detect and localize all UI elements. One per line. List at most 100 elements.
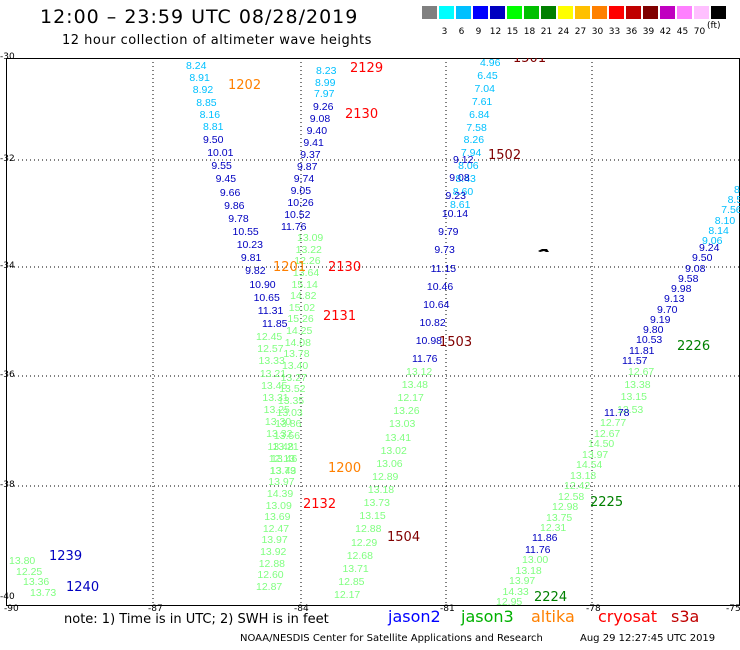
wave-height-label: 13.02	[380, 444, 407, 457]
page-title: 12:00 – 23:59 UTC 08/28/2019	[40, 6, 359, 28]
wave-height-label: 4.96	[480, 58, 501, 69]
wave-height-label: 10.82	[419, 316, 446, 329]
pass-id-label: 2129	[350, 61, 384, 76]
color-scale-label: 36	[625, 27, 638, 37]
wave-height-label: 13.32	[266, 428, 293, 441]
legend-item-jason3: jason3	[461, 607, 514, 626]
wave-height-label: 13.18	[367, 484, 395, 497]
wave-height-label: 14.25	[286, 325, 313, 338]
wave-height-label: 12.88	[355, 523, 382, 536]
wave-height-label: 13.22	[295, 243, 322, 256]
wave-height-label: 13.41	[384, 431, 412, 444]
wave-height-label: 12.17	[334, 589, 361, 601]
wave-height-label: 9.24	[699, 242, 720, 254]
pass-id-label: 2130	[328, 260, 362, 275]
wave-height-label: 13.26	[393, 405, 420, 418]
pass-id-label: 2131	[323, 309, 357, 324]
wave-height-label: 8.81	[203, 121, 224, 133]
wave-height-label: 13.30	[264, 416, 292, 429]
wave-height-label: 11.86	[532, 532, 558, 544]
wave-height-label: 13.97	[268, 476, 295, 489]
wave-height-label: 12.85	[338, 575, 365, 588]
color-scale-label: 21	[540, 27, 553, 37]
wave-height-label: 13.21	[272, 441, 299, 454]
wave-height-label: 10.14	[441, 208, 469, 221]
wave-height-label: 8.26	[463, 134, 485, 147]
wave-height-label: 13.56	[273, 429, 301, 442]
wave-height-label: 12.77	[600, 417, 627, 429]
color-swatch	[609, 6, 624, 19]
wave-height-label: 8.92	[192, 84, 214, 97]
color-swatch	[592, 6, 607, 19]
wave-height-label: 9.78	[228, 212, 249, 225]
wave-height-label: 12.89	[372, 470, 399, 483]
wave-height-label: 8.10	[714, 214, 736, 227]
wave-height-label: 12.88	[258, 557, 285, 570]
wave-height-label: 8.91	[189, 72, 210, 85]
wave-height-label: 13.46	[271, 453, 298, 466]
lat-tick-label: -32	[0, 154, 15, 164]
wave-height-label: 9.87	[297, 161, 318, 173]
wave-height-label: 8.58	[727, 194, 740, 207]
wave-height-label: 11.76	[412, 353, 438, 365]
wave-height-label: 9.23	[445, 190, 466, 203]
wave-height-label: 13.97	[509, 575, 536, 587]
pass-id-label: 2225	[590, 495, 624, 510]
wave-height-label: 12.29	[350, 536, 378, 549]
lat-tick-label: -36	[0, 370, 15, 380]
pass-id-label: 1240	[66, 580, 100, 595]
wave-height-label: 9.81	[240, 252, 262, 265]
wave-height-label: 7.04	[474, 82, 495, 95]
wave-height-label: 13.27	[280, 371, 307, 384]
wave-height-label: 13.43	[270, 465, 297, 477]
color-swatch	[575, 6, 590, 19]
wave-height-label: 9.06	[702, 235, 723, 247]
color-scale-unit: (ft)	[707, 21, 721, 31]
wave-height-label: 13.45	[261, 379, 288, 392]
wave-height-label: 9.08	[309, 113, 331, 125]
wave-height-label: 11.76	[281, 221, 307, 233]
wave-height-label: 15.02	[288, 301, 316, 314]
wave-height-label: 12.98	[552, 501, 579, 513]
wave-height-label: 6.45	[477, 69, 498, 82]
color-scale-label: 9	[475, 27, 482, 37]
wave-height-label: 13.48	[401, 379, 429, 392]
wave-height-label: 9.08	[449, 172, 470, 185]
wave-height-label: 12.45	[256, 331, 283, 343]
wave-height-label: 14.54	[576, 459, 603, 471]
wave-height-label: 13.15	[359, 510, 386, 523]
page-subtitle: 12 hour collection of altimeter wave hei…	[62, 33, 372, 48]
wave-height-label: 12.67	[594, 427, 621, 440]
wave-height-label: 13.25	[263, 404, 290, 417]
wave-height-label: 12.68	[346, 549, 373, 562]
wave-height-label: 15.14	[291, 278, 318, 291]
wave-height-label: 10.23	[236, 239, 263, 252]
wave-height-label: 10.52	[284, 209, 311, 221]
wave-height-label: 13.15	[620, 391, 647, 404]
wave-height-label: 8.61	[450, 199, 471, 211]
lat-tick-label: -34	[0, 261, 15, 271]
wave-height-label: 13.79	[269, 464, 296, 477]
color-scale-label: 3	[441, 27, 448, 37]
wave-height-label: 11.78	[604, 407, 630, 419]
color-swatch	[541, 6, 556, 19]
pass-id-label: 1504	[387, 530, 421, 545]
wave-height-label: 13.03	[276, 406, 303, 419]
wave-height-label: 9.13	[664, 293, 685, 306]
footer-timestamp: Aug 29 12:27:45 UTC 2019	[580, 633, 716, 644]
wave-height-label: 13.80	[9, 555, 36, 567]
wave-height-label: 11.76	[525, 544, 551, 556]
wave-height-label: 8.14	[708, 224, 729, 237]
color-scale-label: 70	[693, 27, 706, 37]
wave-height-label: 9.73	[434, 244, 455, 257]
color-swatch	[456, 6, 471, 19]
island-outline	[538, 249, 549, 252]
wave-height-label: 11.15	[430, 262, 457, 275]
wave-height-label: 11.31	[257, 304, 284, 317]
wave-height-label: 8.24	[186, 60, 207, 72]
pass-id-label: 2130	[345, 107, 379, 122]
pass-id-label: 2224	[534, 590, 568, 605]
color-swatch	[422, 6, 437, 19]
wave-height-label: 12.47	[262, 522, 290, 535]
wave-height-label: 9.45	[215, 173, 237, 186]
